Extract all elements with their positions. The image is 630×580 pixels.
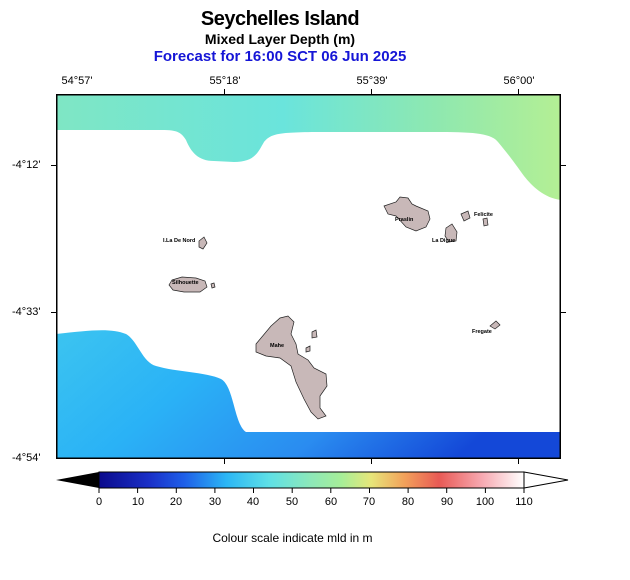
north-mld-field bbox=[56, 94, 561, 200]
colorbar-label: 50 bbox=[285, 496, 299, 508]
tick-mark bbox=[51, 165, 56, 166]
colorbar-label: 110 bbox=[515, 496, 533, 508]
tick-mark bbox=[518, 89, 519, 94]
island-group-praslin bbox=[383, 196, 489, 243]
island-label-la-digue: La Digue bbox=[432, 238, 455, 244]
colorbar-min-arrow bbox=[56, 472, 99, 488]
colorbar-label: 70 bbox=[362, 496, 376, 508]
tick-mark bbox=[561, 165, 566, 166]
lon-label: 54°57' bbox=[61, 75, 93, 87]
lat-label: -4°12' bbox=[12, 159, 41, 171]
colorbar-label: 30 bbox=[208, 496, 222, 508]
lat-label: -4°54' bbox=[12, 452, 41, 464]
tick-mark bbox=[561, 312, 566, 313]
colorbar-label: 20 bbox=[169, 496, 183, 508]
colorbar-label: 60 bbox=[324, 496, 338, 508]
colorbar-label: 80 bbox=[401, 496, 415, 508]
island-fregate bbox=[489, 320, 501, 330]
colorbar-max-arrow bbox=[523, 471, 569, 489]
map-frame bbox=[56, 94, 561, 459]
lat-label: -4°33' bbox=[12, 306, 41, 318]
tick-mark bbox=[371, 459, 372, 464]
lon-label: 55°39' bbox=[356, 75, 388, 87]
colorbar-label: 100 bbox=[475, 496, 495, 508]
map-subtitle: Mixed Layer Depth (m) bbox=[204, 31, 356, 47]
island-label-mahe: Mahe bbox=[270, 343, 284, 349]
tick-mark bbox=[518, 459, 519, 464]
island-label-ile-du-nord: I.La De Nord bbox=[163, 238, 195, 244]
colorbar-title: Colour scale indicate mld in m bbox=[212, 531, 373, 545]
tick-mark bbox=[224, 89, 225, 94]
south-mld-field bbox=[56, 330, 561, 459]
island-label-silhouette: Silhouette bbox=[172, 280, 199, 286]
colorbar-gradient bbox=[98, 471, 525, 489]
island-mahe bbox=[255, 315, 328, 420]
island-silhouette bbox=[168, 276, 216, 293]
map-title: Seychelles Island bbox=[200, 8, 360, 30]
tick-mark bbox=[371, 89, 372, 94]
colorbar-label: 90 bbox=[440, 496, 454, 508]
colorbar-label: 10 bbox=[131, 496, 145, 508]
island-label-fregate: Fregate bbox=[472, 329, 492, 335]
island-ile-du-nord bbox=[198, 236, 208, 250]
island-label-praslin: Praslin bbox=[395, 217, 414, 223]
lon-label: 55°18' bbox=[209, 75, 241, 87]
island-label-felicite: Felicite bbox=[474, 212, 493, 218]
colorbar-label: 40 bbox=[246, 496, 260, 508]
colorbar-label: 0 bbox=[95, 496, 103, 508]
tick-mark bbox=[51, 312, 56, 313]
colorbar bbox=[56, 471, 569, 493]
lon-label: 56°00' bbox=[503, 75, 535, 87]
tick-mark bbox=[224, 459, 225, 464]
forecast-time: Forecast for 16:00 SCT 06 Jun 2025 bbox=[153, 48, 407, 65]
map-panel: Praslin La Digue Felicite I.La De Nord S… bbox=[56, 94, 561, 459]
